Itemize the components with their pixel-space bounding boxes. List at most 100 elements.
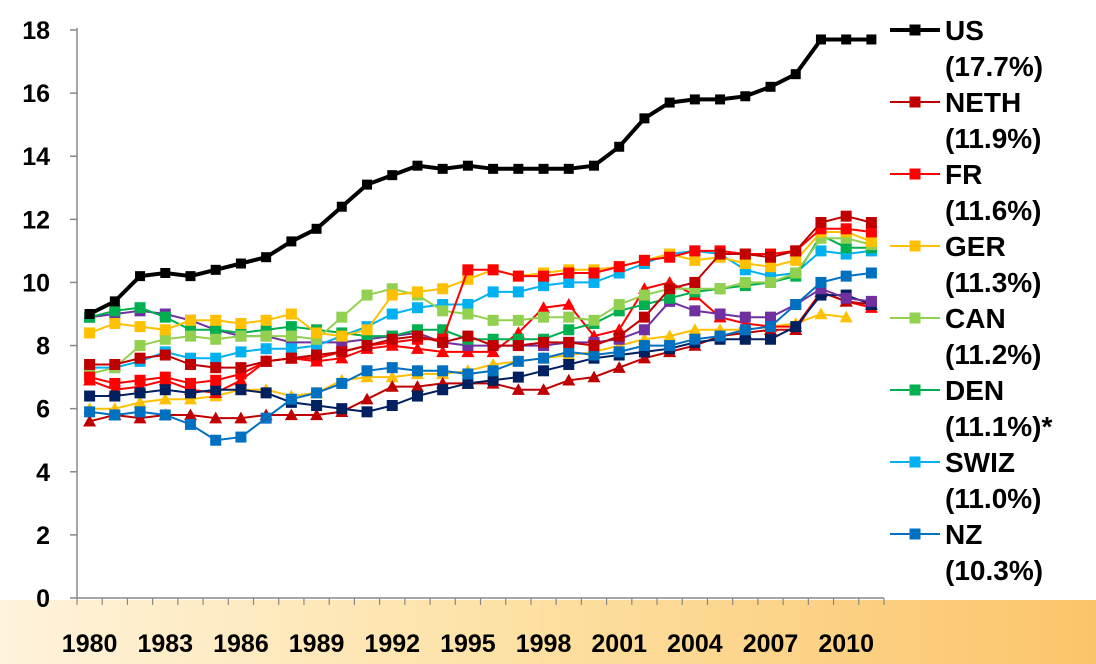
data-point (487, 374, 499, 386)
data-point (563, 311, 575, 323)
data-point (134, 406, 146, 418)
data-point (512, 355, 524, 367)
data-point (765, 261, 777, 273)
data-point (361, 340, 373, 352)
data-point (689, 305, 701, 317)
data-point (462, 377, 474, 389)
legend-item-us: US (17.7%) (890, 15, 1043, 82)
data-point (133, 411, 147, 424)
data-point (588, 267, 600, 279)
data-point (765, 251, 777, 263)
data-point (109, 358, 121, 370)
data-point (411, 390, 423, 402)
legend-note: (17.7%) (945, 51, 1043, 82)
data-point (462, 330, 474, 342)
data-point (638, 254, 650, 266)
data-point (839, 310, 853, 323)
series-fr (84, 223, 877, 389)
data-point (159, 349, 171, 361)
data-point (310, 408, 324, 421)
data-point (840, 232, 852, 244)
data-point (361, 324, 373, 336)
data-point (538, 352, 550, 364)
series-lines (83, 34, 878, 446)
data-point (387, 170, 398, 181)
data-point (210, 333, 222, 345)
data-point (739, 333, 751, 345)
data-point (336, 377, 348, 389)
data-point (437, 336, 449, 348)
data-point (184, 387, 196, 399)
data-point (840, 242, 852, 254)
legend-note: (11.0%) (945, 483, 1042, 514)
x-tick-label: 1998 (516, 630, 572, 658)
data-point (285, 330, 297, 342)
data-point (411, 330, 423, 342)
legend-note: (11.9%) (945, 123, 1042, 154)
data-point (184, 418, 196, 430)
data-point (185, 271, 196, 282)
data-point (664, 292, 676, 304)
data-point (462, 273, 474, 285)
data-point (689, 245, 701, 257)
data-point (588, 314, 600, 326)
data-point (714, 283, 726, 295)
data-point (134, 374, 146, 386)
x-tick-label: 2001 (591, 630, 647, 658)
data-point (462, 368, 474, 380)
data-point (311, 340, 323, 352)
data-point (462, 308, 474, 320)
data-point (134, 340, 146, 352)
y-tick-label: 0 (36, 585, 50, 613)
data-point (437, 305, 449, 317)
x-tick-label: 1986 (213, 630, 269, 658)
data-point (109, 409, 121, 421)
data-point (563, 358, 575, 370)
data-point (437, 163, 448, 174)
data-point (159, 333, 171, 345)
y-tick-label: 4 (36, 459, 50, 487)
data-point (361, 330, 373, 342)
data-point (739, 324, 751, 336)
data-point (815, 289, 827, 301)
data-point (336, 311, 348, 323)
data-point (865, 267, 877, 279)
data-point (739, 311, 751, 323)
data-point (815, 245, 827, 257)
data-point (462, 160, 473, 171)
legend: US (17.7%) NETH (11.9%) FR (11.6%) GER (11.3%) C… (890, 15, 1052, 586)
data-point (159, 371, 171, 383)
x-tick-label: 2007 (743, 630, 799, 658)
data-point (790, 254, 802, 266)
data-point (865, 235, 877, 247)
data-point (260, 324, 272, 336)
data-point (285, 321, 297, 333)
data-point (83, 414, 97, 427)
data-point (512, 340, 524, 352)
data-point (663, 329, 677, 342)
data-point (386, 289, 398, 301)
data-point (815, 283, 827, 295)
legend-label: GER (945, 231, 1006, 262)
data-point (638, 311, 650, 323)
data-point (689, 333, 701, 345)
data-point (664, 283, 676, 295)
data-point (360, 370, 374, 383)
data-point (210, 314, 222, 326)
data-point (84, 390, 96, 402)
axes: 0 2 4 6 8 10 12 14 16 18 1980 1983 1986 1989 1992 1995 1… (22, 17, 885, 658)
data-point (790, 245, 802, 257)
data-point (487, 365, 499, 377)
data-point (815, 223, 827, 235)
data-point (688, 323, 702, 335)
data-point (740, 91, 751, 102)
legend-label: NETH (945, 87, 1021, 118)
data-point (84, 358, 96, 370)
data-point (562, 298, 576, 310)
data-point (815, 276, 827, 288)
data-point (840, 223, 852, 235)
legend-label: US (945, 15, 984, 46)
data-point (639, 113, 650, 124)
data-point (588, 349, 600, 361)
legend-swatch-marker (909, 168, 921, 180)
